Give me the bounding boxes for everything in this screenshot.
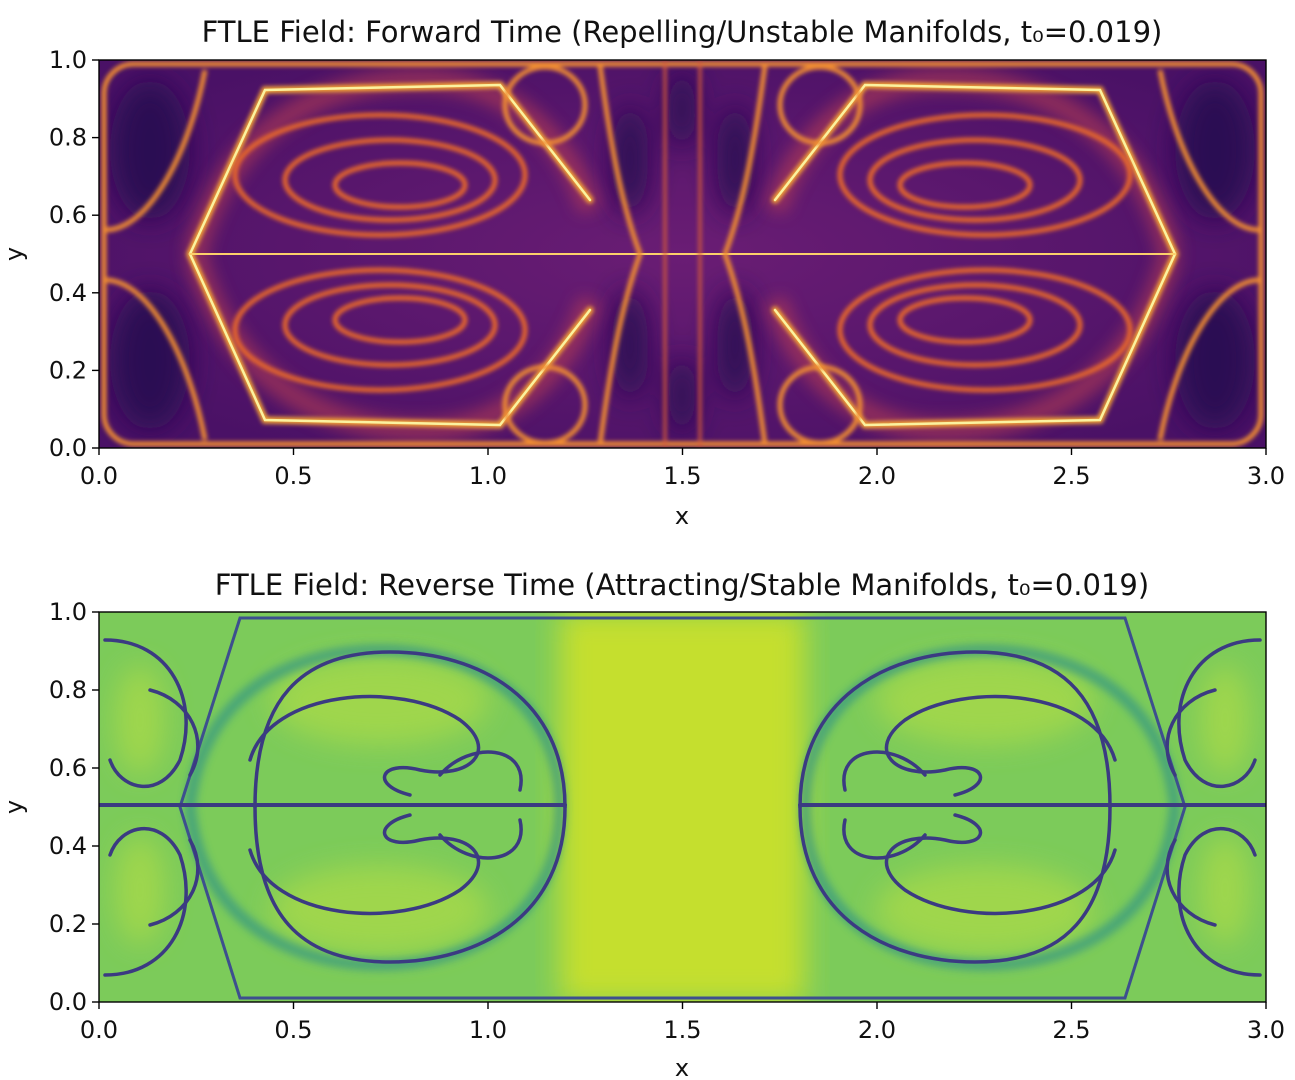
x-tick-label: 2.0 xyxy=(858,462,896,490)
y-tick-label: 0.8 xyxy=(49,124,87,152)
y-tick-label: 1.0 xyxy=(49,46,87,74)
x-tick-label: 1.0 xyxy=(469,1016,507,1044)
x-tick-label: 0.0 xyxy=(80,1016,118,1044)
y-tick-label: 0.6 xyxy=(49,201,87,229)
x-tick-label: 2.0 xyxy=(858,1016,896,1044)
x-axis-label: x xyxy=(675,502,689,530)
light-regions xyxy=(115,655,1250,955)
x-tick-label: 0.5 xyxy=(274,1016,312,1044)
reverse-time-panel: FTLE Field: Reverse Time (Attracting/Sta… xyxy=(0,568,1285,1080)
primary-manifolds xyxy=(99,616,1266,1000)
bright-center-band xyxy=(560,612,805,1002)
forward-time-panel: FTLE Field: Forward Time (Repelling/Unst… xyxy=(0,15,1285,530)
y-tick-label: 0.6 xyxy=(49,754,87,782)
x-tick-label: 1.5 xyxy=(663,462,701,490)
x-tick-label: 3.0 xyxy=(1247,1016,1285,1044)
heatmap-image xyxy=(99,612,1266,1002)
heatmap-image xyxy=(99,60,1266,448)
dark-regions xyxy=(110,70,1255,435)
y-tick-label: 0.8 xyxy=(49,676,87,704)
x-tick-label: 2.5 xyxy=(1052,1016,1090,1044)
teal-halos xyxy=(184,643,1181,972)
x-tick-label: 2.5 xyxy=(1052,462,1090,490)
y-axis-label: y xyxy=(0,247,28,261)
y-tick-label: 0.4 xyxy=(49,279,87,307)
x-tick-label: 1.5 xyxy=(663,1016,701,1044)
x-tick-label: 0.5 xyxy=(274,462,312,490)
y-tick-label: 0.0 xyxy=(49,434,87,462)
edge-manifolds xyxy=(101,60,1264,448)
vortex-spirals xyxy=(232,112,1133,393)
x-tick-label: 3.0 xyxy=(1247,462,1285,490)
y-tick-label: 0.2 xyxy=(49,910,87,938)
y-tick-label: 0.4 xyxy=(49,832,87,860)
x-axis: 0.0 0.5 1.0 1.5 2.0 2.5 3.0 xyxy=(80,1002,1285,1044)
y-axis: 0.0 0.2 0.4 0.6 0.8 1.0 xyxy=(49,46,99,462)
chart-title: FTLE Field: Reverse Time (Attracting/Sta… xyxy=(215,568,1149,602)
x-axis-label: x xyxy=(675,1054,689,1080)
x-axis: 0.0 0.5 1.0 1.5 2.0 2.5 3.0 xyxy=(80,448,1285,490)
y-tick-label: 0.2 xyxy=(49,356,87,384)
y-tick-label: 1.0 xyxy=(49,598,87,626)
chart-title: FTLE Field: Forward Time (Repelling/Unst… xyxy=(202,15,1163,49)
x-tick-label: 0.0 xyxy=(80,462,118,490)
y-axis: 0.0 0.2 0.4 0.6 0.8 1.0 xyxy=(49,598,99,1016)
x-tick-label: 1.0 xyxy=(469,462,507,490)
y-axis-label: y xyxy=(0,800,28,814)
y-tick-label: 0.0 xyxy=(49,988,87,1016)
